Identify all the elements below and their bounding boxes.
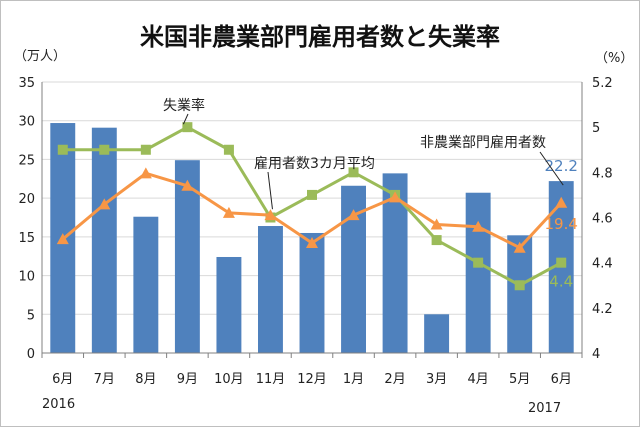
left-tick-label: 20 [18, 192, 35, 207]
x-tick-label: 11月 [256, 372, 286, 387]
right-tick-label: 4.6 [592, 212, 613, 227]
point-marker [472, 220, 485, 232]
point-marker [513, 241, 526, 253]
point-marker [140, 144, 151, 155]
point-marker [556, 257, 567, 268]
left-tick-label: 35 [18, 76, 35, 91]
x-tick-label: 3月 [426, 372, 447, 387]
x-tick-label: 7月 [94, 372, 115, 387]
chart-title: 米国非農業部門雇用者数と失業率 [140, 23, 500, 51]
x-tick-label: 8月 [135, 372, 156, 387]
right-axis-unit: （%） [595, 51, 633, 66]
point-marker [181, 179, 194, 191]
point-marker [222, 206, 235, 218]
avg3m-data-label: 19.4 [545, 215, 578, 233]
point-marker [56, 233, 69, 245]
axes [41, 82, 583, 358]
x-tick-label: 6月 [52, 372, 73, 387]
x-tick-label: 1月 [343, 372, 364, 387]
point-marker [264, 209, 277, 221]
x-tick-label: 12月 [297, 372, 327, 387]
x-tick-label: 9月 [177, 372, 198, 387]
right-tick-label: 5.2 [592, 76, 613, 91]
year-label-end: 2017 [528, 401, 561, 416]
bar [299, 232, 325, 353]
x-axis-ticks: 6月 7月 8月 9月 10月 11月 12月 1月 2月 3月 4月 5月 6月 [52, 372, 572, 387]
bar-series-label: 非農業部門雇用者数 [420, 134, 546, 151]
x-tick-label: 4月 [468, 372, 489, 387]
right-tick-label: 4 [592, 347, 600, 362]
left-tick-label: 10 [18, 270, 35, 285]
point-marker [431, 235, 442, 246]
point-marker [347, 209, 360, 221]
bar [424, 314, 450, 353]
x-tick-label: 6月 [551, 372, 572, 387]
point-marker [98, 198, 111, 210]
bar [507, 235, 533, 353]
left-tick-label: 0 [27, 347, 35, 362]
bar [258, 226, 283, 353]
point-marker [430, 218, 443, 230]
right-axis-ticks: 4 4.2 4.4 4.6 4.8 5 5.2 [592, 76, 613, 362]
left-tick-label: 25 [18, 153, 35, 168]
point-marker [139, 167, 152, 179]
x-tick-label: 10月 [214, 372, 244, 387]
point-marker [223, 144, 234, 155]
right-tick-label: 4.8 [592, 166, 613, 181]
unemployment-data-label: 4.4 [549, 273, 573, 291]
point-marker [348, 167, 359, 178]
point-marker [473, 257, 484, 268]
point-marker [57, 144, 68, 155]
point-marker [389, 191, 402, 203]
x-tick-label: 5月 [509, 372, 530, 387]
left-tick-label: 15 [18, 231, 35, 246]
unemployment-leader-line [182, 113, 189, 125]
line-series [56, 122, 568, 291]
bar [133, 216, 159, 353]
left-axis-unit: （万人） [14, 49, 66, 64]
point-marker [555, 196, 568, 208]
avg3m-series-label: 雇用者数3カ月平均 [254, 155, 375, 172]
unemployment-series-label: 失業率 [163, 97, 205, 114]
left-tick-label: 30 [18, 115, 35, 130]
data-labels: 22.219.44.4 [182, 113, 578, 291]
point-marker [306, 237, 318, 249]
bar [216, 256, 242, 353]
bar [465, 192, 491, 353]
avg3m-leader-line [267, 171, 273, 210]
point-marker [99, 144, 110, 155]
left-tick-label: 5 [27, 308, 35, 323]
x-tick-label: 2月 [384, 372, 405, 387]
right-tick-label: 4.4 [592, 257, 613, 272]
right-tick-label: 5 [592, 121, 600, 136]
bar [91, 127, 117, 353]
left-axis-ticks: 0 5 10 15 20 25 30 35 [18, 76, 35, 362]
point-marker [307, 189, 317, 200]
bar-leader-line [539, 151, 564, 186]
right-tick-label: 4.2 [592, 302, 613, 317]
year-label-start: 2016 [42, 397, 75, 412]
point-marker [514, 280, 525, 291]
point-marker [182, 122, 193, 133]
